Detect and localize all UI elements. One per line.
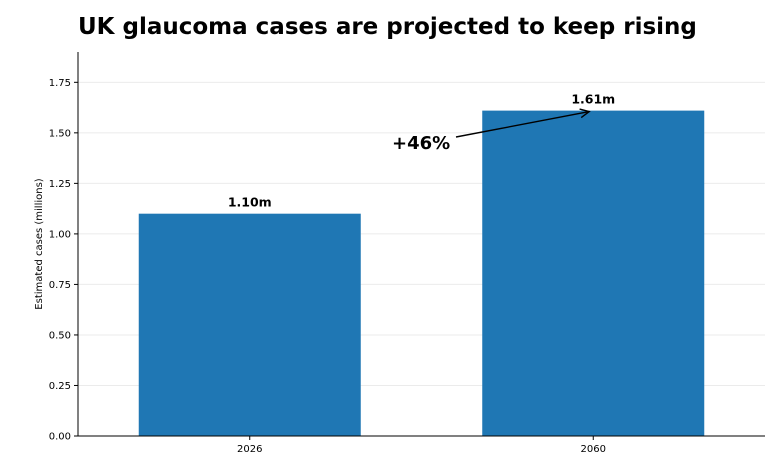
bar-2026 — [138, 213, 361, 436]
y-tick-label: 0.25 — [49, 381, 71, 392]
data-labels: 1.10m 1.61m — [228, 92, 615, 210]
y-tick-label: 1.00 — [49, 229, 71, 240]
annotation-arrow — [455, 110, 590, 138]
y-tick-label: 1.75 — [49, 78, 71, 89]
bars — [138, 110, 705, 436]
annotation-text: +46% — [392, 133, 450, 154]
bar-2060 — [482, 110, 705, 436]
chart-title: UK glaucoma cases are projected to keep … — [78, 14, 697, 40]
y-tick-label: 1.25 — [49, 179, 71, 190]
annotation-arrowhead — [579, 108, 591, 119]
y-tick-label: 0.00 — [49, 432, 71, 443]
axes: 0.00 0.25 0.50 0.75 1.00 1.25 1.50 1.75 2026 2060 — [49, 52, 765, 455]
data-label: 1.10m — [228, 195, 272, 210]
x-tick-label: 2060 — [581, 444, 606, 455]
y-tick-label: 0.50 — [49, 330, 71, 341]
y-tick-label: 0.75 — [49, 280, 71, 291]
annotation: +46% — [392, 108, 591, 154]
y-tick-label: 1.50 — [49, 128, 71, 139]
data-label: 1.61m — [571, 92, 615, 107]
y-axis-label: Estimated cases (millions) — [34, 178, 45, 309]
x-tick-label: 2026 — [237, 444, 262, 455]
